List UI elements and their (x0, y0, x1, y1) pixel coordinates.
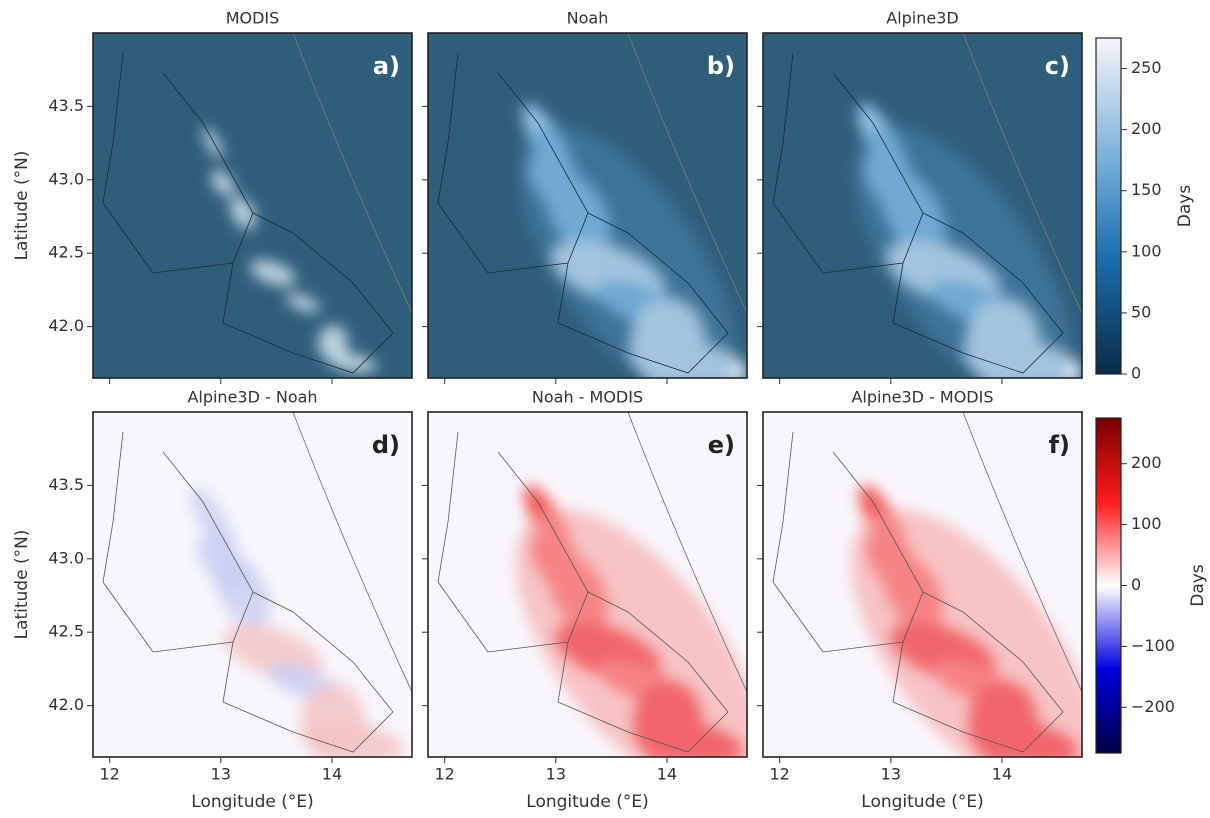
panel-label: e) (708, 431, 735, 459)
map-panel (92, 32, 413, 379)
map-panel (92, 411, 413, 758)
field (519, 103, 747, 378)
y-tick-label: 43.0 (48, 169, 84, 188)
region-border (557, 212, 729, 374)
colorbar-label: Days (1175, 185, 1195, 228)
x-tick-label: 12 (434, 765, 454, 784)
coastline (627, 32, 748, 314)
field-blob (318, 325, 348, 361)
coastline (292, 411, 413, 693)
colorbar (1095, 417, 1122, 754)
panel-frame (427, 411, 748, 758)
y-tick-label: 43.5 (48, 475, 84, 494)
field-blob (285, 293, 321, 313)
panel-title: MODIS (226, 9, 280, 28)
field-blob (197, 534, 249, 590)
map-panel (427, 32, 748, 379)
coastline (292, 32, 413, 314)
panel-label: d) (372, 431, 400, 459)
colorbar-tick-label: 100 (1131, 514, 1162, 533)
colorbar-tick-label: −100 (1131, 636, 1175, 655)
y-tick-label: 42.0 (48, 316, 84, 335)
panel-frame (92, 32, 413, 379)
x-tick-label: 12 (769, 765, 789, 784)
map-background (93, 33, 412, 378)
panel-title: Noah (567, 9, 609, 28)
region-border (772, 431, 924, 653)
y-tick-label: 42.0 (48, 695, 84, 714)
x-tick-label: 14 (657, 765, 677, 784)
region-border (557, 591, 729, 753)
panel-label: b) (707, 52, 735, 80)
panel-frame (762, 32, 1083, 379)
x-tick-label: 14 (992, 765, 1012, 784)
panel-title: Alpine3D - MODIS (851, 388, 993, 407)
y-tick-label: 43.0 (48, 548, 84, 567)
region-border (102, 431, 254, 653)
field-blob (190, 487, 236, 557)
colorbar-tick-label: 200 (1131, 453, 1162, 472)
colorbar-tick-label: 0 (1131, 364, 1141, 383)
field (850, 484, 1082, 757)
field-halo (519, 125, 737, 378)
colorbar-tick-label: −200 (1131, 697, 1175, 716)
field-halo (850, 509, 1082, 757)
field-blob (250, 259, 296, 287)
x-tick-label: 13 (211, 765, 231, 784)
panel-label: f) (1049, 431, 1070, 459)
region-border (892, 591, 1064, 753)
colorbar-tick-label: 250 (1131, 58, 1162, 77)
coastline (627, 411, 748, 693)
coastline (962, 411, 1083, 693)
field (854, 103, 1082, 378)
colorbar-tick-label: 200 (1131, 119, 1162, 138)
field (190, 487, 405, 757)
map-panel (762, 32, 1083, 379)
region-border (102, 52, 254, 274)
map-panel (762, 411, 1083, 758)
y-tick-label: 42.5 (48, 622, 84, 641)
colorbar-tick-label: 0 (1131, 575, 1141, 594)
field-blob (329, 353, 377, 373)
region-border (892, 212, 1064, 374)
region-border (437, 52, 589, 274)
y-axis-label: Latitude (°N) (12, 151, 32, 261)
field-blob (301, 720, 405, 757)
colorbar-tick-label: 100 (1131, 241, 1162, 260)
panel-label: c) (1045, 52, 1070, 80)
x-tick-label: 13 (881, 765, 901, 784)
colorbar (1095, 37, 1122, 375)
field-blob (211, 170, 235, 196)
y-tick-label: 42.5 (48, 243, 84, 262)
x-tick-label: 14 (322, 765, 342, 784)
panel-frame (762, 411, 1083, 758)
panel-title: Alpine3D (886, 9, 958, 28)
region-border (772, 52, 924, 274)
field-halo (515, 509, 747, 757)
colorbar-label: Days (1188, 564, 1208, 607)
panel-frame (427, 32, 748, 379)
colorbar-tick-label: 150 (1131, 180, 1162, 199)
field-halo (854, 125, 1072, 378)
colorbar-tick-label: 50 (1131, 302, 1151, 321)
region-border (222, 591, 394, 753)
map-panel (427, 411, 748, 758)
panel-label: a) (373, 52, 400, 80)
field (515, 484, 747, 757)
x-axis-label: Longitude (°E) (861, 792, 983, 812)
x-axis-label: Longitude (°E) (526, 792, 648, 812)
y-tick-label: 43.5 (48, 96, 84, 115)
x-axis-label: Longitude (°E) (191, 792, 313, 812)
coastline (962, 32, 1083, 314)
panel-frame (92, 411, 413, 758)
region-border (222, 212, 394, 374)
y-axis-label: Latitude (°N) (12, 530, 32, 640)
region-border (437, 431, 589, 653)
x-tick-label: 12 (99, 765, 119, 784)
x-tick-label: 13 (546, 765, 566, 784)
panel-title: Noah - MODIS (532, 388, 643, 407)
panel-title: Alpine3D - Noah (187, 388, 317, 407)
